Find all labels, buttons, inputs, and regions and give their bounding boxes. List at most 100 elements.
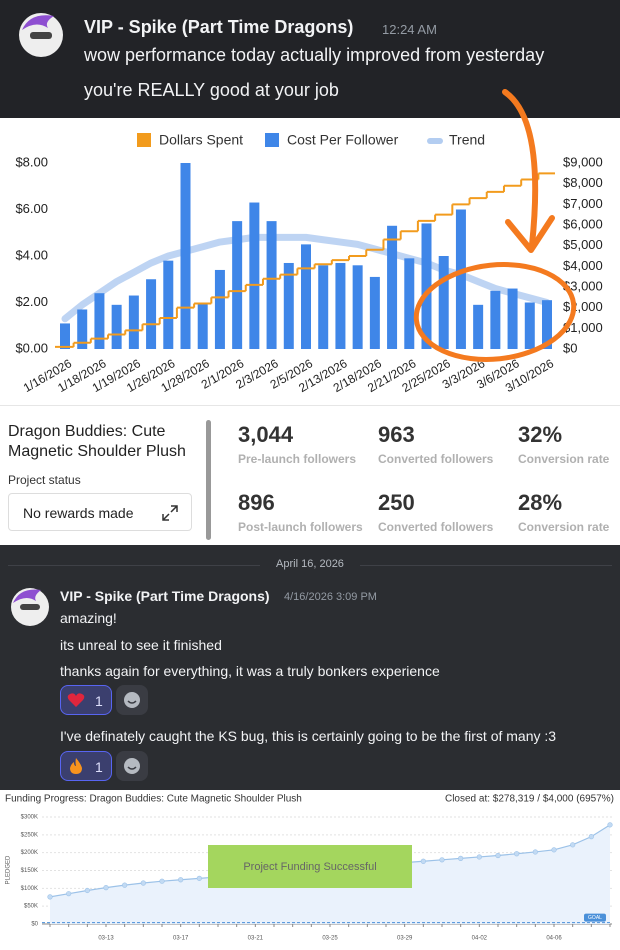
avatar [19, 13, 63, 57]
chart-title: Funding Progress: Dragon Buddies: Cute M… [5, 794, 302, 805]
metric-label: Converted followers [378, 452, 494, 466]
reaction-fire[interactable]: 1 [60, 751, 112, 781]
smile-mouth [127, 700, 137, 704]
message-line: you're REALLY good at your job [84, 80, 339, 100]
y2-tick-label: $8,000 [563, 175, 603, 190]
author: VIP - Spike (Part Time Dragons) [60, 588, 270, 604]
avatar-goggles [20, 604, 40, 610]
point [122, 882, 128, 888]
smile-face [124, 692, 140, 708]
smile-icon [124, 758, 140, 774]
heart-glyph [67, 693, 85, 707]
author: VIP - Spike (Part Time Dragons) [84, 17, 354, 37]
legend-swatch [265, 133, 279, 147]
bar [197, 302, 208, 349]
y-tick-label: $300K [21, 815, 38, 821]
y-tick-label: $2.00 [15, 294, 48, 309]
bar [318, 265, 329, 349]
point [439, 857, 445, 863]
bar [180, 163, 191, 349]
y-tick-label: $0.00 [15, 340, 48, 355]
expand-glyph [162, 505, 178, 521]
status-label: Project status [8, 473, 81, 487]
bar [266, 221, 277, 349]
metric-label: Conversion rate [518, 452, 610, 466]
metric-value: 896 [238, 490, 275, 515]
heart-icon [67, 693, 85, 707]
point [607, 822, 613, 828]
bar [146, 279, 157, 349]
point [476, 854, 482, 860]
message-line: I've definately caught the KS bug, this … [60, 728, 557, 744]
bar [77, 309, 88, 349]
metric-value: 28% [518, 490, 563, 515]
metric-value: 963 [378, 422, 415, 447]
y2-tick-label: $3,000 [563, 278, 603, 293]
y-tick-label: $200K [21, 850, 38, 856]
y-tick-label: $0 [31, 922, 38, 928]
metric-value: 3,044 [238, 422, 294, 447]
message-line: wow performance today actually improved … [84, 45, 545, 65]
bar [94, 293, 105, 349]
closed-at: Closed at: $278,319 / $4,000 (6957%) [445, 794, 614, 805]
expand-icon [162, 505, 178, 521]
success-label: Project Funding Successful [243, 861, 376, 873]
point [47, 894, 53, 900]
x-tick-label: 03-17 [173, 936, 189, 942]
x-tick-label: 03-21 [248, 936, 264, 942]
legend-label: Dollars Spent [159, 132, 243, 148]
status-value: No rewards made [23, 505, 134, 521]
y2-tick-label: $0 [563, 340, 577, 355]
avatar-hair [13, 589, 41, 603]
goal-badge [584, 913, 606, 922]
y-tick-label: $4.00 [15, 247, 48, 262]
y2-tick-label: $1,000 [563, 320, 603, 335]
bar [524, 302, 535, 349]
avatar-goggles [30, 32, 52, 39]
bar [60, 323, 70, 349]
legend-label: Trend [449, 132, 485, 148]
add-reaction[interactable] [116, 751, 148, 781]
avatar-hair [22, 15, 54, 30]
scrollbar [206, 420, 211, 540]
point [551, 847, 557, 853]
y2-tick-label: $6,000 [563, 216, 603, 231]
point [532, 849, 538, 855]
message-line: its unreal to see it finished [60, 637, 222, 653]
smile-mouth [127, 766, 137, 770]
y2-tick-label: $2,000 [563, 299, 603, 314]
status-box[interactable]: No rewards made [8, 493, 192, 531]
bar [387, 225, 398, 349]
timestamp: 12:24 AM [382, 22, 437, 37]
y-tick-label: $150K [21, 868, 38, 874]
x-tick-label: 04-02 [472, 936, 488, 942]
bar [301, 244, 311, 349]
message-line: thanks again for everything, it was a tr… [60, 663, 440, 679]
bar [455, 209, 466, 349]
bar [232, 221, 243, 349]
project-title: Dragon Buddies: Cute Magnetic Shoulder P… [8, 423, 186, 460]
smile-face [124, 758, 140, 774]
add-reaction[interactable] [116, 685, 148, 715]
smile-icon [124, 692, 140, 708]
point [84, 887, 90, 894]
reaction-heart[interactable]: 1 [60, 685, 112, 715]
bar [214, 269, 225, 349]
bar [369, 276, 380, 349]
bar [335, 262, 346, 349]
y2-tick-label: $7,000 [563, 196, 603, 211]
bar [283, 262, 294, 349]
metric-label: Pre-launch followers [238, 452, 357, 466]
message-bottom: April 16, 2026 VIP - Spike (Part Time Dr… [0, 545, 620, 790]
metric-value: 32% [518, 422, 563, 447]
avatar [11, 588, 49, 626]
legend-label: Cost Per Follower [287, 132, 399, 148]
point [514, 851, 520, 857]
bar [421, 223, 432, 349]
bar [128, 295, 139, 349]
x-tick-label: 03-25 [322, 936, 338, 942]
y-tick-label: $100K [21, 886, 38, 892]
point [458, 855, 464, 861]
goal-label: GOAL [588, 915, 602, 921]
